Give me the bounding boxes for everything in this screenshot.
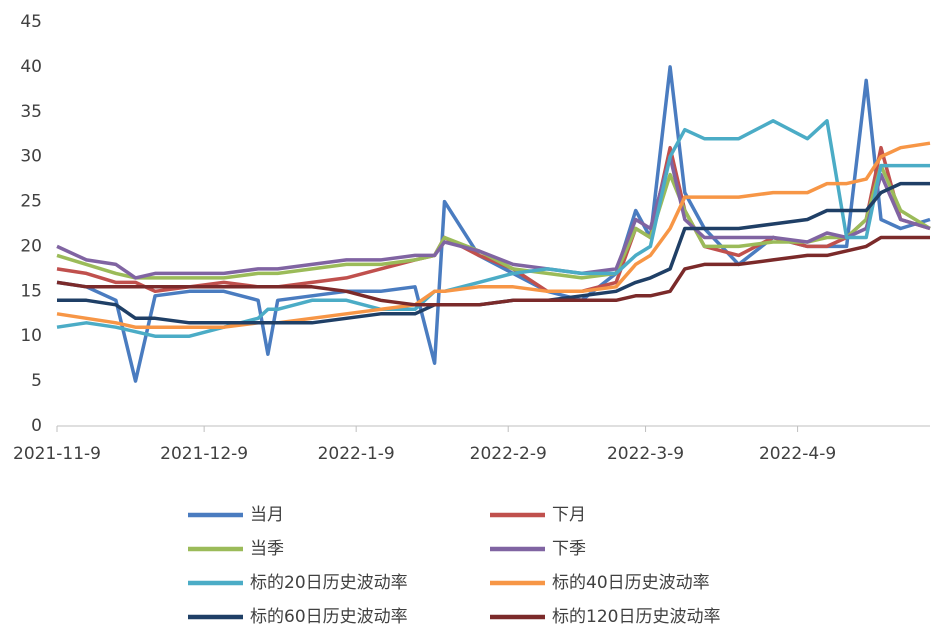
legend-label: 标的40日历史波动率 (552, 573, 710, 593)
series-line (56, 119, 930, 338)
legend-label: 标的60日历史波动率 (250, 607, 408, 627)
series-line (56, 65, 931, 383)
y-tick-label: 15 (20, 281, 42, 301)
x-tick-label: 2022-3-9 (607, 444, 684, 464)
x-tick-label: 2022-4-9 (759, 444, 836, 464)
y-tick-label: 35 (20, 102, 42, 122)
x-tick-label: 2022-1-9 (318, 444, 395, 464)
x-tick-label: 2021-11-9 (13, 444, 101, 464)
legend-label: 当月 (250, 505, 284, 525)
legend-label: 下季 (552, 539, 586, 559)
y-tick-label: 20 (20, 236, 42, 256)
y-tick-label: 5 (31, 371, 42, 391)
series-line (56, 154, 931, 280)
legend-label: 当季 (250, 539, 284, 559)
x-tick-label: 2021-12-9 (160, 444, 248, 464)
y-tick-label: 10 (20, 326, 42, 346)
series-line (56, 141, 931, 329)
legend-label: 下月 (552, 505, 586, 525)
series-line (56, 235, 930, 307)
legend-label: 标的20日历史波动率 (250, 573, 408, 593)
y-tick-label: 25 (20, 192, 42, 212)
y-tick-label: 0 (31, 416, 42, 436)
legend-label: 标的120日历史波动率 (552, 607, 720, 627)
y-tick-label: 30 (20, 147, 42, 167)
y-tick-label: 45 (20, 12, 42, 32)
x-tick-label: 2022-2-9 (470, 444, 547, 464)
y-tick-label: 40 (20, 57, 42, 77)
